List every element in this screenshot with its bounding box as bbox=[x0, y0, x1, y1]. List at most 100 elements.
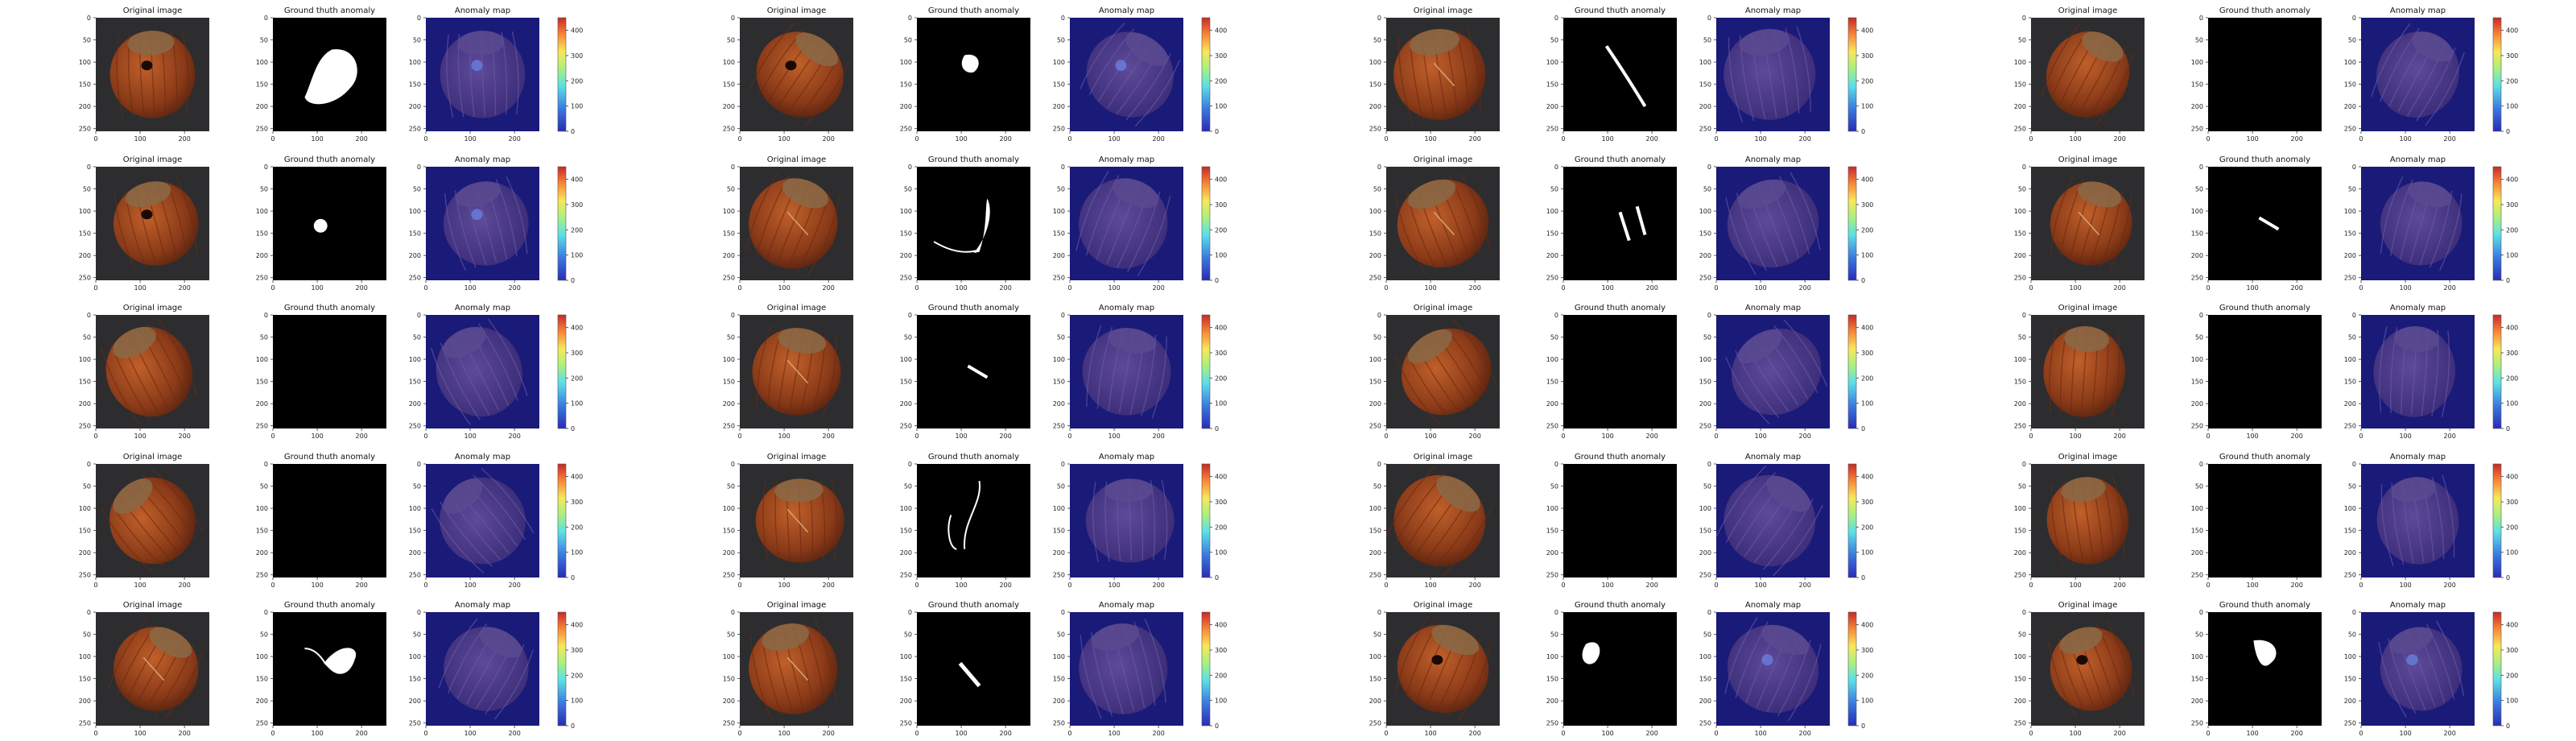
ground-truth-mask bbox=[273, 464, 386, 577]
colorbar-tick-label: 400 bbox=[1861, 176, 1873, 184]
y-tick-label: 0 bbox=[1061, 312, 1065, 319]
colorbar-tick-label: 300 bbox=[571, 647, 583, 654]
hazelnut bbox=[2043, 326, 2126, 417]
anomaly-hotspot bbox=[1115, 60, 1127, 72]
y-tick-label: 200 bbox=[1546, 103, 1558, 110]
nut-cap bbox=[112, 327, 156, 358]
y-tick-label: 100 bbox=[723, 356, 735, 363]
x-tick-label: 100 bbox=[311, 135, 323, 143]
x-tick-label: 100 bbox=[2399, 582, 2411, 589]
nut-stripe bbox=[2380, 483, 2394, 567]
colorbar-tick-label: 400 bbox=[1215, 176, 1227, 184]
y-tick-label: 150 bbox=[723, 81, 735, 89]
x-tick-label: 200 bbox=[356, 582, 368, 589]
panel-title-anomaly-map: Anomaly map bbox=[455, 453, 510, 462]
panel-title-ground-truth: Ground thuth anomaly bbox=[2219, 601, 2310, 610]
x-tick-label: 200 bbox=[1799, 284, 1811, 292]
nut-stripe bbox=[2050, 176, 2074, 254]
heatmap-nut bbox=[1080, 22, 1181, 127]
y-tick-label: 250 bbox=[1699, 423, 1711, 430]
nut-stripe bbox=[1796, 26, 1811, 112]
y-tick-label: 150 bbox=[1699, 528, 1711, 535]
panel-title-original: Original image bbox=[123, 601, 182, 610]
y-tick-label: 150 bbox=[2191, 676, 2203, 683]
panel-title-original: Original image bbox=[767, 155, 826, 164]
panel-title-original: Original image bbox=[2058, 601, 2117, 610]
nut-stripe bbox=[1075, 171, 1109, 251]
y-tick-label: 100 bbox=[1053, 208, 1065, 215]
x-tick-label: 200 bbox=[1153, 284, 1165, 292]
y-tick-label: 0 bbox=[731, 609, 735, 616]
y-tick-label: 0 bbox=[264, 164, 268, 171]
y-tick-label: 250 bbox=[900, 126, 912, 133]
y-tick-label: 250 bbox=[256, 275, 268, 282]
x-tick-label: 100 bbox=[778, 433, 790, 440]
x-tick-label: 100 bbox=[1754, 135, 1766, 143]
y-tick-label: 200 bbox=[1546, 549, 1558, 557]
colorbar-tick-label: 400 bbox=[1861, 474, 1873, 481]
anomaly-mask bbox=[973, 198, 990, 254]
y-tick-label: 250 bbox=[1053, 126, 1065, 133]
nut-stripe bbox=[2109, 193, 2132, 271]
y-tick-label: 100 bbox=[2191, 356, 2203, 363]
anomaly-mask bbox=[324, 648, 357, 674]
colorbar-tick-label: 200 bbox=[1861, 375, 1873, 382]
colorbar-tick-label: 300 bbox=[1861, 350, 1873, 357]
y-tick-label: 150 bbox=[900, 230, 912, 238]
nut-cap bbox=[125, 181, 171, 208]
x-tick-label: 0 bbox=[2206, 582, 2210, 589]
heatmap-nut bbox=[430, 318, 528, 425]
y-tick-label: 50 bbox=[1703, 631, 1711, 639]
y-tick-label: 100 bbox=[256, 356, 268, 363]
heatmap-nut bbox=[2376, 474, 2459, 567]
colorbar-tick-label: 0 bbox=[1861, 128, 1865, 135]
colorbar-tick-label: 0 bbox=[1861, 277, 1865, 284]
y-tick-label: 100 bbox=[2014, 356, 2026, 363]
colorbar bbox=[1201, 166, 1211, 281]
x-tick-label: 100 bbox=[2246, 433, 2258, 440]
panel-title-anomaly-map: Anomaly map bbox=[2390, 601, 2446, 610]
y-tick-label: 0 bbox=[2199, 312, 2203, 319]
nut-cap bbox=[2394, 326, 2439, 352]
colorbar-tick-label: 200 bbox=[1215, 375, 1227, 382]
y-tick-label: 200 bbox=[79, 698, 91, 705]
anomaly-mask bbox=[313, 218, 328, 233]
x-tick-label: 100 bbox=[2246, 135, 2258, 143]
x-tick-label: 0 bbox=[2029, 730, 2033, 737]
anomaly-mask bbox=[1618, 211, 1631, 242]
hazelnut bbox=[101, 467, 204, 574]
nut-stripe bbox=[1790, 172, 1821, 250]
y-tick-label: 50 bbox=[904, 483, 912, 491]
y-tick-label: 250 bbox=[900, 423, 912, 430]
y-tick-label: 50 bbox=[1703, 37, 1711, 44]
x-tick-label: 0 bbox=[423, 582, 427, 589]
x-tick-label: 200 bbox=[1799, 135, 1811, 143]
y-tick-label: 0 bbox=[908, 312, 912, 319]
x-tick-label: 0 bbox=[93, 135, 97, 143]
nut-cap bbox=[761, 623, 810, 652]
y-tick-label: 0 bbox=[1554, 14, 1558, 22]
nut-cap bbox=[2082, 31, 2124, 62]
x-tick-label: 100 bbox=[955, 582, 967, 589]
y-tick-label: 0 bbox=[1554, 461, 1558, 468]
y-tick-label: 250 bbox=[2344, 572, 2356, 579]
nut-cap bbox=[479, 627, 522, 658]
colorbar-tick-label: 0 bbox=[571, 722, 575, 730]
x-tick-label: 200 bbox=[2444, 135, 2456, 143]
nut-cap bbox=[1737, 329, 1782, 364]
y-tick-label: 250 bbox=[2014, 423, 2026, 430]
y-tick-label: 250 bbox=[2014, 572, 2026, 579]
colorbar-tick-label: 300 bbox=[2506, 499, 2518, 506]
y-tick-label: 50 bbox=[2195, 334, 2203, 342]
y-tick-label: 250 bbox=[256, 572, 268, 579]
y-tick-label: 100 bbox=[1053, 505, 1065, 512]
nut-cap bbox=[2059, 627, 2103, 654]
y-tick-label: 250 bbox=[723, 720, 735, 727]
y-tick-label: 200 bbox=[723, 400, 735, 408]
panel-title-ground-truth: Ground thuth anomaly bbox=[928, 155, 1019, 164]
panel-title-ground-truth: Ground thuth anomaly bbox=[284, 453, 375, 462]
panel-title-original: Original image bbox=[1414, 304, 1472, 313]
y-tick-label: 100 bbox=[2191, 653, 2203, 660]
panel-title-anomaly-map: Anomaly map bbox=[1099, 155, 1154, 164]
